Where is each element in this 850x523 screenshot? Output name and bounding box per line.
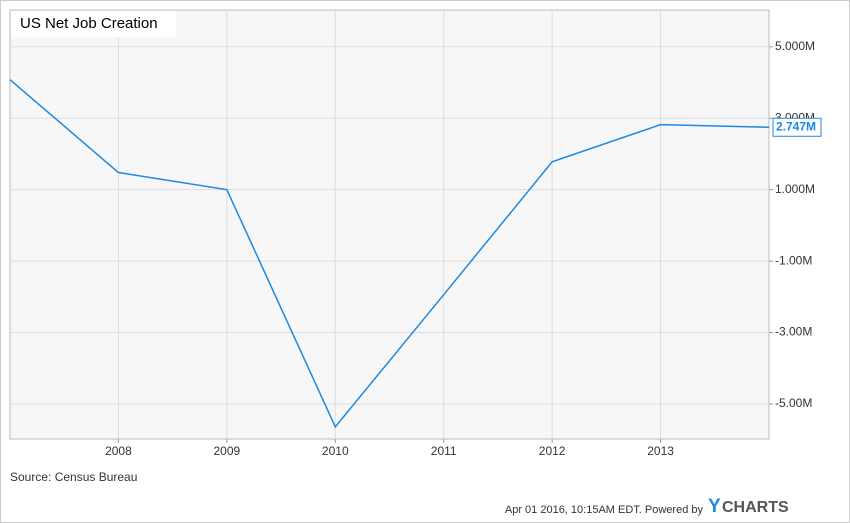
y-tick-label: -5.00M bbox=[775, 396, 812, 410]
x-tick-label: 2012 bbox=[539, 444, 566, 458]
y-tick-label: 5.000M bbox=[775, 39, 815, 53]
line bbox=[9, 79, 770, 429]
x-tick-label: 2011 bbox=[431, 444, 457, 458]
x-tick-label: 2013 bbox=[647, 444, 674, 458]
y-tick-label: -3.00M bbox=[775, 325, 812, 339]
x-tick-label: 2009 bbox=[214, 444, 241, 458]
value-label: 2.747M bbox=[776, 119, 816, 133]
x-tick-label: 2008 bbox=[105, 444, 132, 458]
y-tick-label: -1.00M bbox=[775, 253, 812, 267]
logo-y: Y bbox=[708, 496, 721, 517]
source: Source: Census Bureau bbox=[10, 470, 137, 484]
title-box bbox=[11, 11, 176, 37]
x-tick-label: 2010 bbox=[322, 444, 349, 458]
logo-rest: CHARTS bbox=[722, 499, 789, 516]
chart-title: US Net Job Creation bbox=[20, 15, 158, 32]
y-tick-label: 1.000M bbox=[775, 182, 815, 196]
value-label-box bbox=[772, 117, 822, 137]
plot-area bbox=[9, 9, 770, 440]
timestamp: Apr 01 2016, 10:15AM EDT. Powered by bbox=[505, 504, 704, 516]
